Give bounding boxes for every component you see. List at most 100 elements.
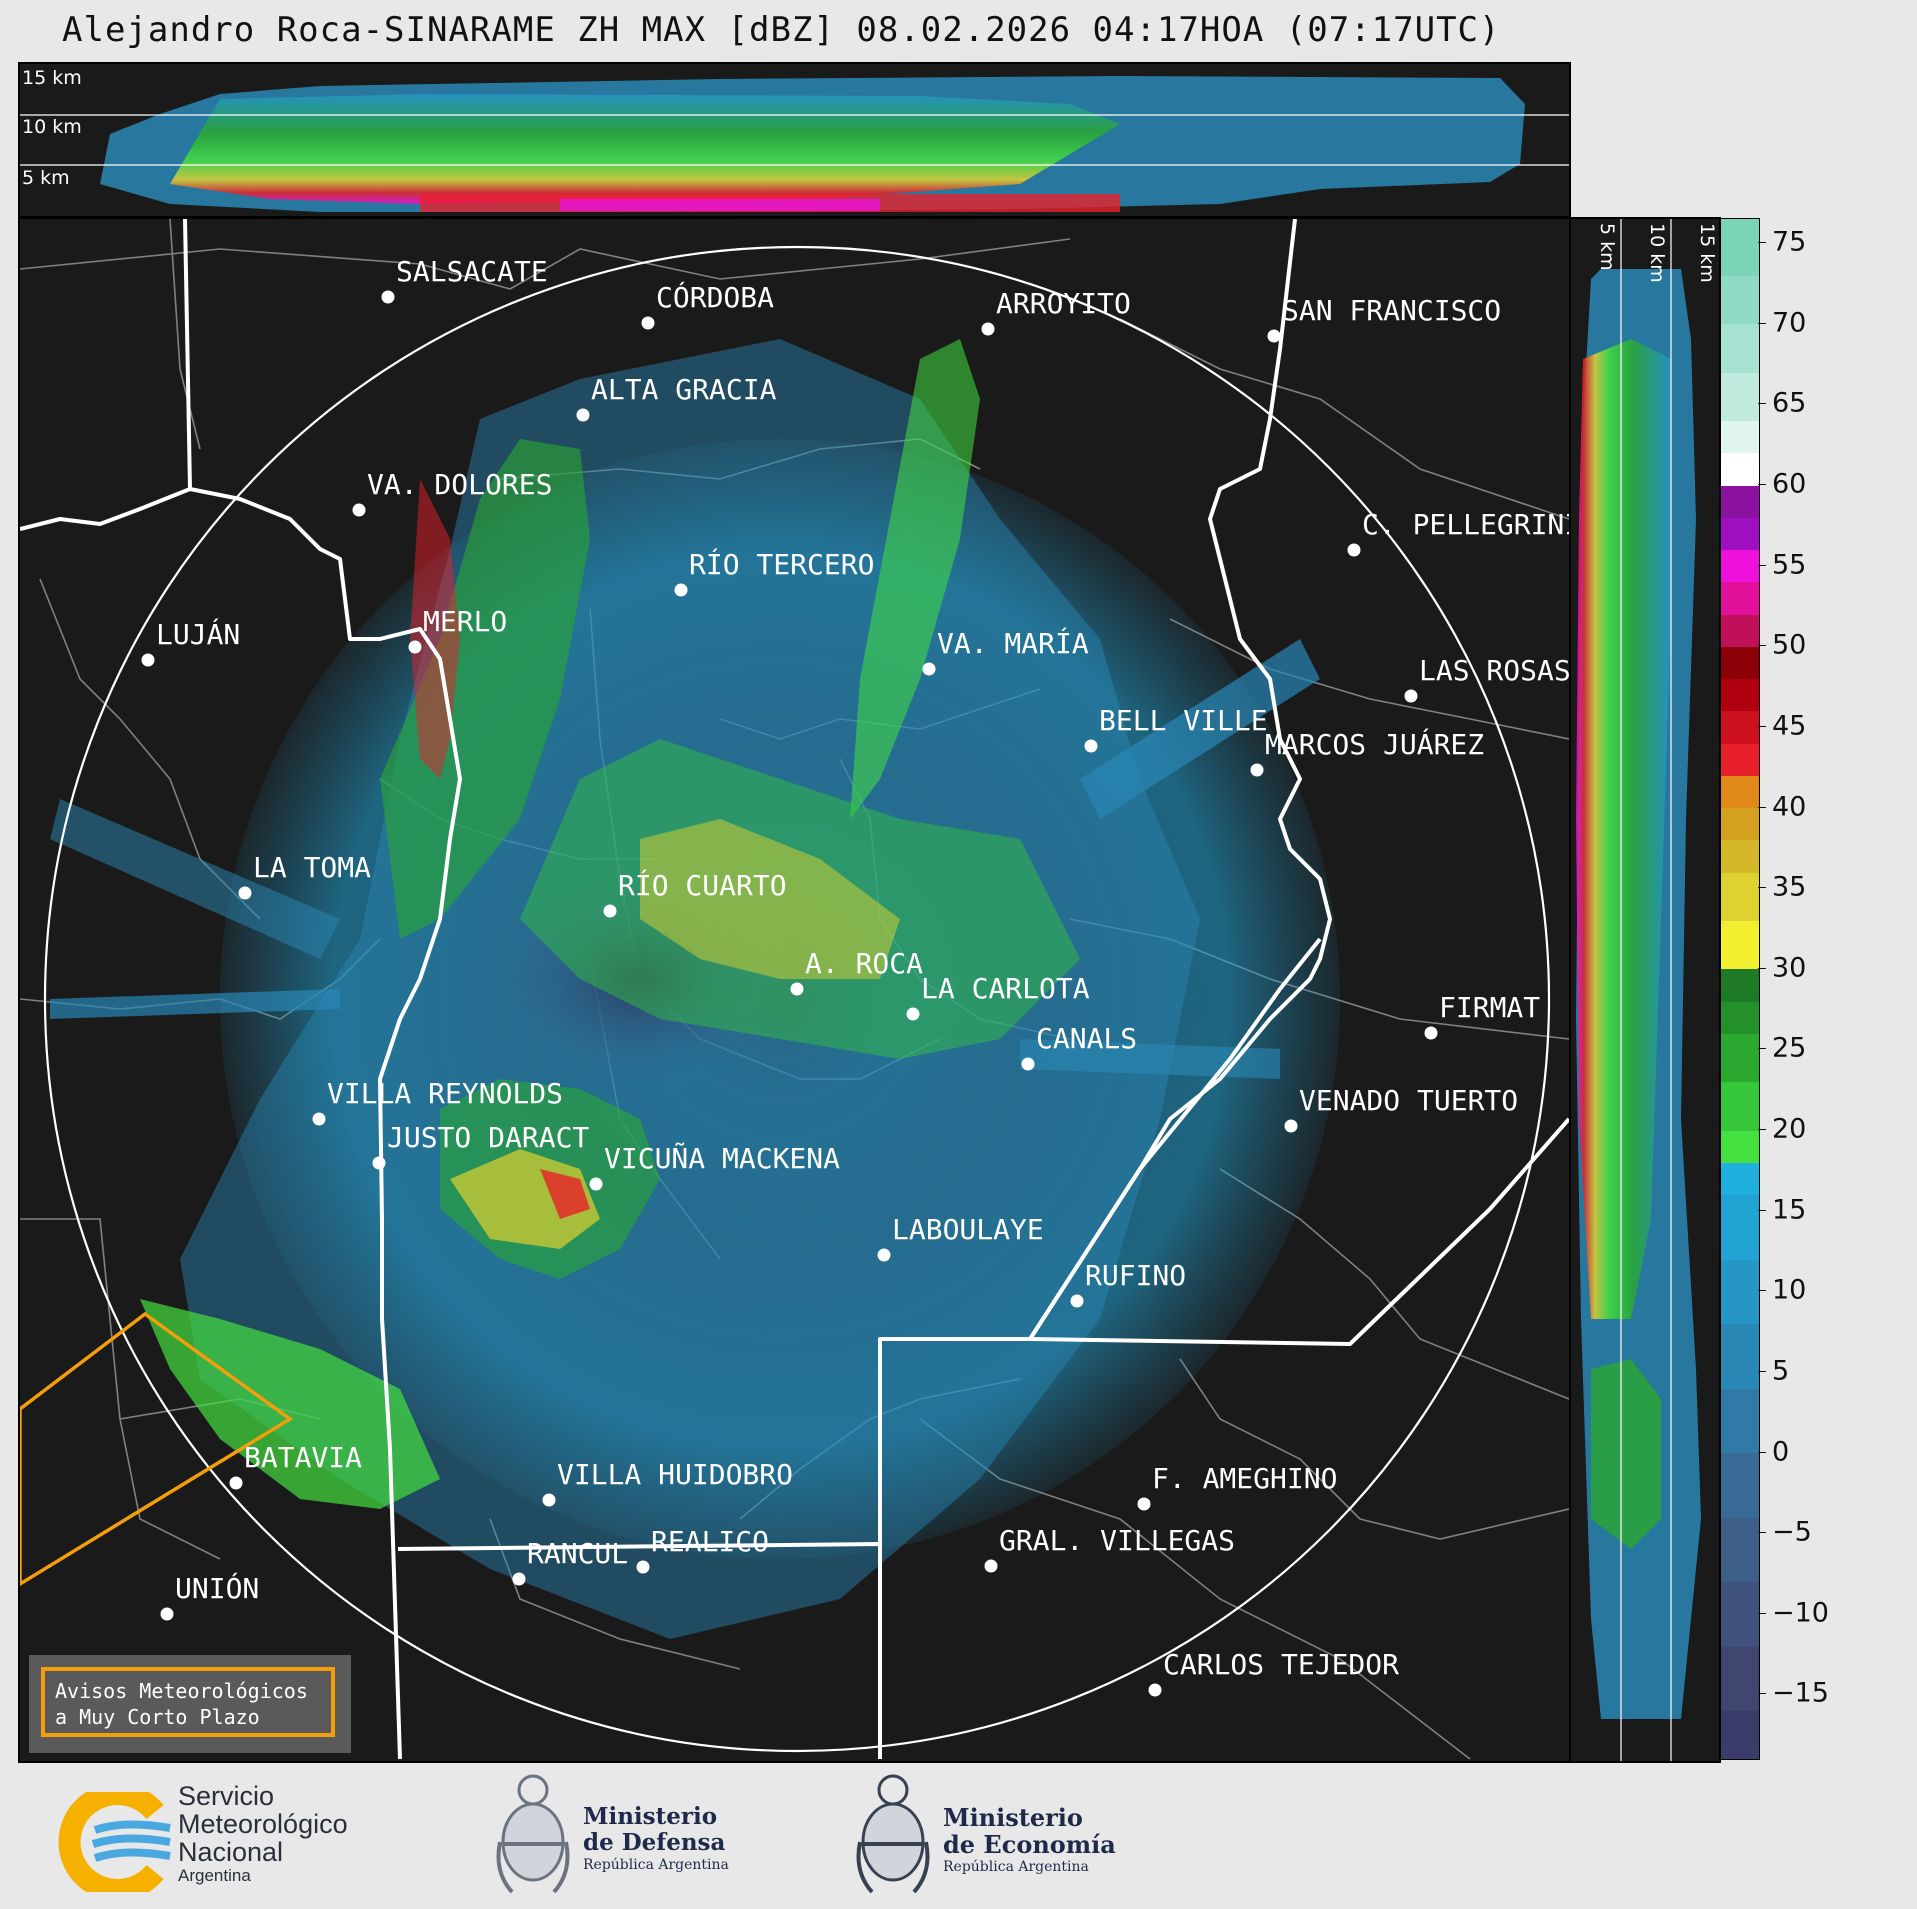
colorbar-band — [1721, 420, 1759, 454]
svg-text:JUSTO DARACT: JUSTO DARACT — [387, 1121, 589, 1154]
alt-label-15km-side: 15 km — [1696, 223, 1718, 283]
radar-site-a-roca: A. ROCA — [790, 947, 923, 996]
colorbar-band — [1721, 219, 1759, 276]
city-dot-icon — [312, 1112, 326, 1126]
colorbar-tick — [1758, 1209, 1766, 1211]
radar-map[interactable]: SALSACATE CÓRDOBA ARROYITO SAN FRANCISCO… — [20, 219, 1569, 1761]
svg-text:VICUÑA MACKENA: VICUÑA MACKENA — [604, 1141, 840, 1175]
svg-text:VILLA HUIDOBRO: VILLA HUIDOBRO — [557, 1458, 793, 1491]
colorbar-tick-label: 35 — [1772, 871, 1807, 903]
economia-line-3: República Argentina — [943, 1859, 1089, 1875]
svg-text:BELL VILLE: BELL VILLE — [1099, 704, 1268, 737]
colorbar-tick — [1758, 645, 1766, 647]
colorbar-band — [1721, 1710, 1759, 1760]
svg-text:MARCOS JUÁREZ: MARCOS JUÁREZ — [1265, 727, 1484, 761]
city-dot-icon — [1284, 1119, 1298, 1133]
city-merlo: MERLO — [408, 605, 507, 654]
city-justo-daract: JUSTO DARACT — [372, 1121, 589, 1170]
colorbar-tick-label: 60 — [1772, 468, 1807, 500]
colorbar-band — [1721, 1001, 1759, 1034]
city-laboulaye: LABOULAYE — [877, 1213, 1044, 1262]
colorbar-tick-label: 5 — [1772, 1355, 1790, 1387]
province-borders — [20, 219, 1569, 1760]
svg-text:ALTA GRACIA: ALTA GRACIA — [591, 373, 777, 406]
city-dot-icon — [512, 1572, 526, 1586]
map-title: Alejandro Roca-SINARAME ZH MAX [dBZ] 08.… — [62, 10, 1501, 50]
warning-polygon[interactable] — [20, 1311, 294, 1587]
city-cordoba: CÓRDOBA — [641, 280, 774, 330]
range-ring — [43, 245, 1551, 1753]
national-coat-of-arms-icon — [496, 1774, 570, 1894]
svg-text:RANCUL: RANCUL — [527, 1537, 628, 1570]
colorbar-tick-label: 70 — [1772, 307, 1807, 339]
city-lujan: LUJÁN — [141, 617, 240, 667]
colorbar-tick — [1758, 1290, 1766, 1292]
colorbar-band — [1721, 1388, 1759, 1454]
city-dot-icon — [542, 1493, 556, 1507]
colorbar-tick — [1758, 484, 1766, 486]
city-f-ameghino: F. AMEGHINO — [1137, 1462, 1337, 1511]
city-dot-icon — [141, 653, 155, 667]
colorbar-tick-label: 55 — [1772, 549, 1807, 581]
city-dot-icon — [576, 408, 590, 422]
svg-text:ARROYITO: ARROYITO — [996, 287, 1131, 320]
colorbar-tick-label: 50 — [1772, 629, 1807, 661]
smn-logo-text: Servicio Meteorológico Nacional Argentin… — [178, 1782, 348, 1886]
colorbar-band — [1721, 1452, 1759, 1518]
city-villa-huidobro: VILLA HUIDOBRO — [542, 1458, 793, 1507]
svg-text:VILLA REYNOLDS: VILLA REYNOLDS — [327, 1077, 563, 1110]
colorbar-band — [1721, 1323, 1759, 1389]
colorbar-band — [1721, 839, 1759, 873]
svg-text:CARLOS TEJEDOR: CARLOS TEJEDOR — [1163, 1648, 1399, 1681]
svg-text:GRAL. VILLEGAS: GRAL. VILLEGAS — [999, 1524, 1235, 1557]
svg-text:RÍO TERCERO: RÍO TERCERO — [689, 547, 874, 581]
colorbar-band — [1721, 1081, 1759, 1131]
city-dot-icon — [641, 316, 655, 330]
radar-map-panel[interactable]: SALSACATE CÓRDOBA ARROYITO SAN FRANCISCO… — [18, 217, 1571, 1763]
colorbar-tick-label: 40 — [1772, 791, 1807, 823]
city-union: UNIÓN — [160, 1571, 259, 1621]
defensa-logo-text: Ministerio de Defensa República Argentin… — [583, 1804, 729, 1874]
colorbar-tick-label: 10 — [1772, 1274, 1807, 1306]
smn-line-2: Meteorológico — [178, 1809, 348, 1839]
smn-line-3: Nacional — [178, 1837, 284, 1867]
city-marcos-juarez: MARCOS JUÁREZ — [1250, 727, 1484, 777]
city-dot-icon — [1267, 329, 1281, 343]
colorbar-tick — [1758, 887, 1766, 889]
colorbar-tick — [1758, 967, 1766, 969]
city-dot-icon — [1084, 739, 1098, 753]
colorbar-tick-label: −10 — [1772, 1597, 1829, 1629]
svg-text:RÍO CUARTO: RÍO CUARTO — [618, 868, 787, 902]
avisos-box-frame[interactable]: Avisos Meteorológicos a Muy Corto Plazo — [41, 1667, 335, 1737]
city-canals: CANALS — [1021, 1022, 1137, 1071]
defensa-line-2: de Defensa — [583, 1829, 726, 1856]
city-dot-icon — [1250, 763, 1264, 777]
economia-logo-text: Ministerio de Economía República Argenti… — [943, 1804, 1116, 1876]
colorbar-band — [1721, 920, 1759, 970]
city-realico: REALICO — [636, 1525, 769, 1574]
city-dot-icon — [906, 1007, 920, 1021]
colorbar-band — [1721, 275, 1759, 325]
side-echo-lower-cell — [1591, 1359, 1661, 1549]
avisos-line-1: Avisos Meteorológicos — [55, 1679, 308, 1703]
smn-line-4: Argentina — [178, 1866, 251, 1885]
svg-text:FIRMAT: FIRMAT — [1439, 991, 1540, 1024]
colorbar-tick-label: 20 — [1772, 1113, 1807, 1145]
avisos-box[interactable]: Avisos Meteorológicos a Muy Corto Plazo — [29, 1655, 351, 1753]
alt-label-5km-side: 5 km — [1596, 223, 1618, 271]
city-dot-icon — [1424, 1026, 1438, 1040]
colorbar-tick — [1758, 1451, 1766, 1453]
colorbar-tick — [1758, 806, 1766, 808]
city-dot-icon — [922, 662, 936, 676]
city-san-francisco: SAN FRANCISCO — [1267, 294, 1501, 343]
svg-text:MERLO: MERLO — [423, 605, 507, 638]
colorbar-tick-label: 15 — [1772, 1194, 1807, 1226]
colorbar-tick — [1758, 1129, 1766, 1131]
defensa-line-3: República Argentina — [583, 1857, 729, 1873]
city-dot-icon — [877, 1248, 891, 1262]
colorbar-band — [1721, 1130, 1759, 1163]
alt-label-5km: 5 km — [22, 167, 70, 189]
colorbar-band — [1721, 549, 1759, 583]
city-villa-reynolds: VILLA REYNOLDS — [312, 1077, 563, 1126]
svg-text:UNIÓN: UNIÓN — [175, 1571, 259, 1605]
